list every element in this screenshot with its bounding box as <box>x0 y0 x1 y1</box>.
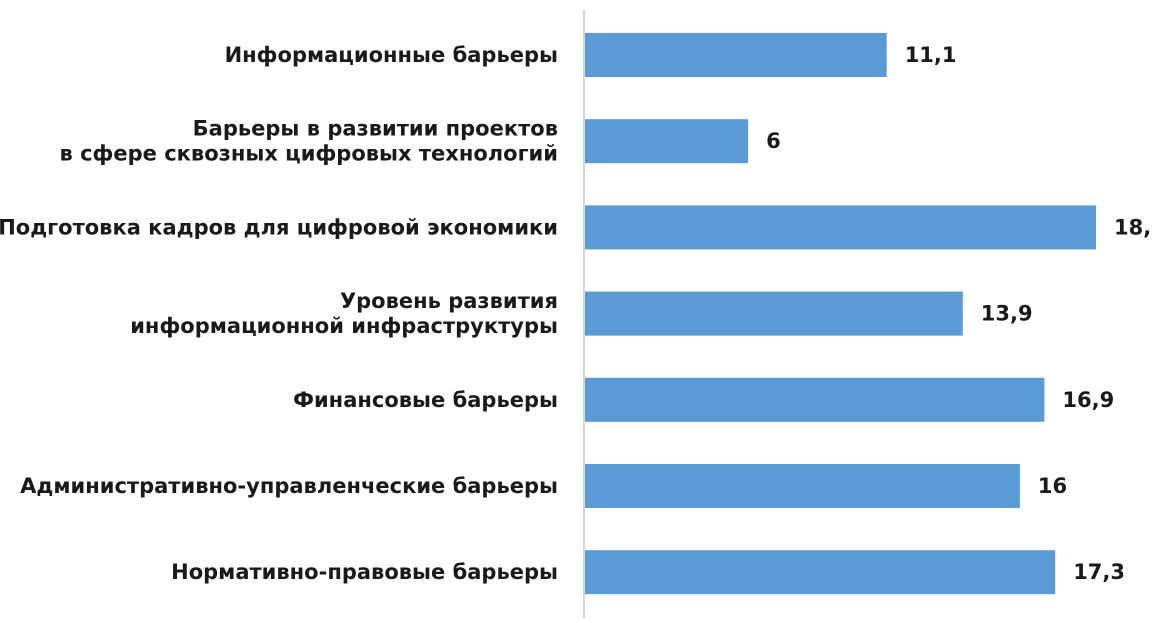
category-label-6: Административно-управленческие барьеры <box>20 474 558 498</box>
category-label-line: Финансовые барьеры <box>293 388 558 412</box>
value-labels-group: 11,1 6 18,8 13,9 16,9 16 17,3 <box>766 43 1152 584</box>
category-label-line: Административно-управленческие барьеры <box>20 474 558 498</box>
category-label-3: Подготовка кадров для цифровой экономики <box>0 215 558 239</box>
bar-5 <box>585 377 1045 422</box>
bar-6 <box>585 464 1020 508</box>
category-label-line: информационной инфраструктуры <box>130 314 558 338</box>
value-label-4: 13,9 <box>981 302 1033 326</box>
bar-3 <box>585 205 1096 250</box>
value-label-3: 18,8 <box>1114 215 1152 239</box>
value-label-1: 11,1 <box>905 43 957 67</box>
category-label-1: Информационные барьеры <box>225 43 558 67</box>
category-label-line: Информационные барьеры <box>225 43 558 67</box>
bar-2 <box>585 119 749 164</box>
value-label-2: 6 <box>766 129 781 153</box>
category-label-line: в сфере сквозных цифровых технологий <box>59 142 558 166</box>
category-label-5: Финансовые барьеры <box>293 388 558 412</box>
category-label-2: Барьеры в развитии проектов в сфере сквоз… <box>59 117 558 166</box>
category-labels-group: Информационные барьеры Барьеры в развитии… <box>0 43 558 584</box>
bar-4 <box>585 291 963 336</box>
value-label-5: 16,9 <box>1062 388 1114 412</box>
category-label-4: Уровень развития информационной инфрастру… <box>130 289 558 338</box>
category-label-7: Нормативно-правовые барьеры <box>171 560 558 584</box>
bars-group <box>585 33 1096 595</box>
category-label-line: Уровень развития <box>340 289 558 313</box>
bar-1 <box>585 33 887 77</box>
category-label-line: Подготовка кадров для цифровой экономики <box>0 215 558 239</box>
value-label-6: 16 <box>1038 474 1067 498</box>
category-label-line: Нормативно-правовые барьеры <box>171 560 558 584</box>
category-label-line: Барьеры в развитии проектов <box>193 117 558 141</box>
value-label-7: 17,3 <box>1073 560 1125 584</box>
bar-7 <box>585 550 1056 595</box>
